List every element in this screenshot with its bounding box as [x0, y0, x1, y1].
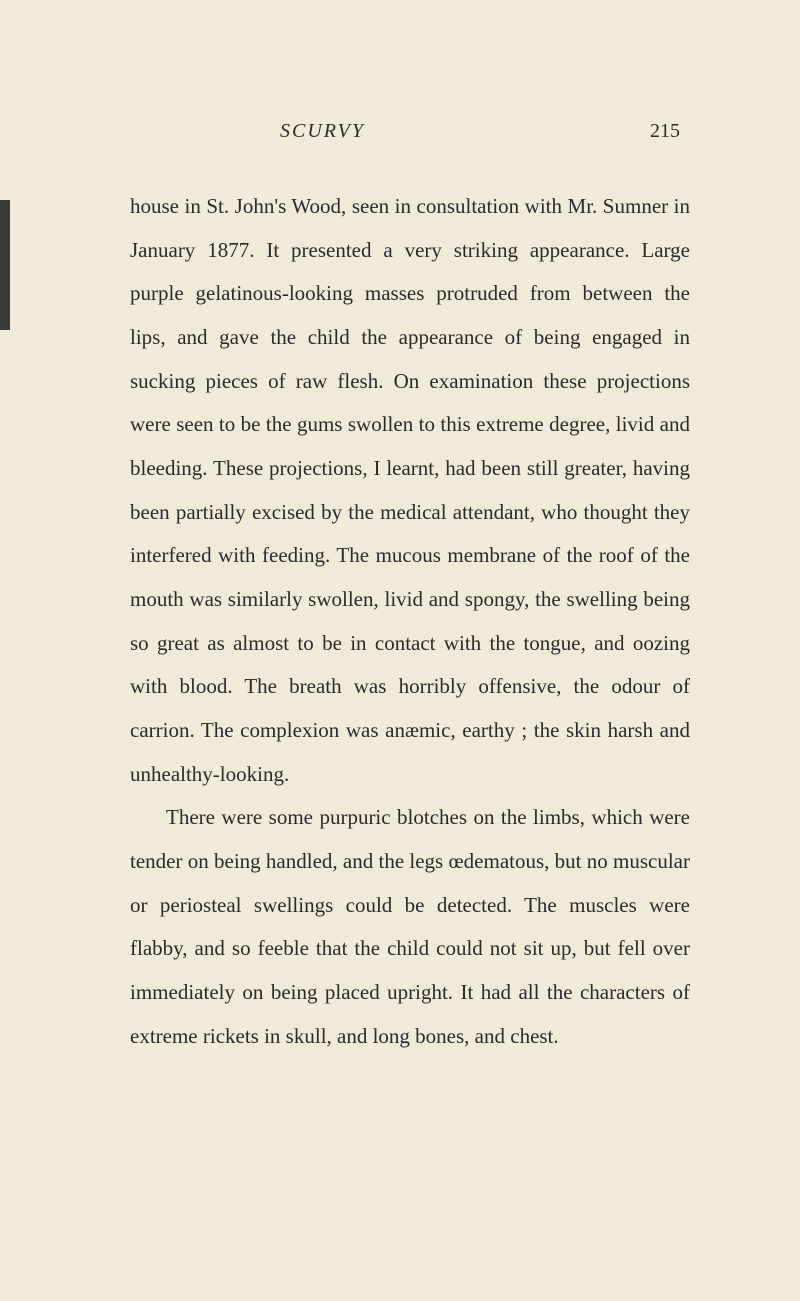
running-head: SCURVY	[280, 120, 365, 143]
page-edge-tab	[0, 200, 10, 330]
body-text: house in St. John's Wood, seen in consul…	[130, 185, 690, 1058]
paragraph-1: house in St. John's Wood, seen in consul…	[130, 185, 690, 796]
paragraph-2: There were some purpuric blotches on the…	[130, 796, 690, 1058]
page-number: 215	[650, 120, 680, 143]
page-header: SCURVY 215	[130, 120, 690, 143]
document-page: SCURVY 215 house in St. John's Wood, see…	[0, 0, 800, 1138]
